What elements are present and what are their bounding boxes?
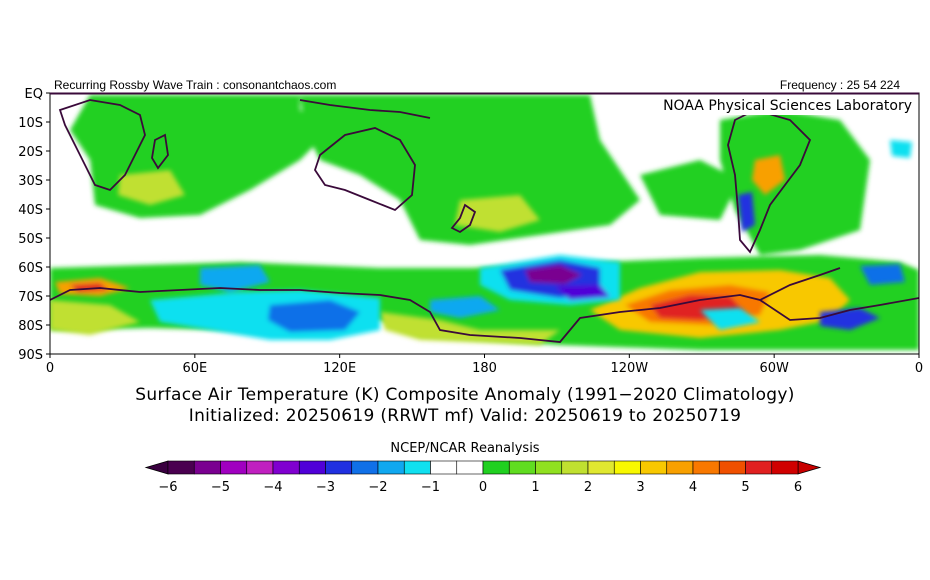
colorbar-swatch (220, 460, 248, 475)
colorbar-tick-label: 5 (741, 480, 749, 495)
colorbar-swatch (718, 460, 746, 475)
colorbar-swatch (325, 460, 353, 475)
anomaly-region-argentina-warm (752, 155, 785, 195)
colorbar-tick-label: 2 (584, 480, 592, 495)
colorbar-swatch (692, 460, 720, 475)
lon-label: 0 (915, 361, 923, 376)
header-source-text: Recurring Rossby Wave Train : consonantc… (54, 78, 337, 92)
coastline-africa (58, 99, 146, 192)
anomaly-region-wilkes-cold (200, 265, 270, 292)
anomaly-region-pacific-cold-south (555, 285, 610, 300)
anomaly-region-indian-ocean-south (118, 170, 185, 205)
colorbar-swatch (246, 460, 274, 475)
colorbar-caption: NCEP/NCAR Reanalysis (390, 441, 540, 456)
lat-label: 90S (18, 348, 43, 363)
colorbar-ticks: −6 −5 −4 −3 −2 −1 0 1 2 3 4 5 6 (158, 480, 802, 495)
anomaly-region-drake-cold (700, 308, 760, 330)
colorbar-tick-label: 0 (479, 480, 487, 495)
colorbar-tick-label: −1 (421, 480, 440, 495)
colorbar-over-arrow (797, 460, 822, 475)
lon-label: 120W (610, 361, 648, 376)
colorbar-swatch (508, 460, 536, 475)
coastline-south-america (727, 109, 812, 254)
colorbar-tick-label: 6 (794, 480, 802, 495)
lat-label: 70S (18, 290, 43, 305)
lat-label: 20S (18, 145, 43, 160)
map-title-line1: Surface Air Temperature (K) Composite An… (135, 385, 795, 405)
anomaly-region-atlantic-south (50, 300, 140, 335)
coastline-layer (50, 99, 919, 343)
lon-label: 180 (472, 361, 497, 376)
map-title-line2: Initialized: 20250619 (RRWT mf) Valid: 2… (188, 406, 742, 426)
colorbar-swatch (351, 460, 379, 475)
colorbar-tick-label: −4 (263, 480, 282, 495)
colorbar-swatch (482, 460, 510, 475)
anomaly-region-east-antarctica-cold-mid (268, 300, 360, 332)
anomaly-region-ross-ice-cold (430, 296, 500, 318)
colorbar-tick-label: 4 (689, 480, 697, 495)
anomaly-region-patagonia-cold (738, 192, 755, 232)
lat-label: 50S (18, 232, 43, 247)
colorbar-swatch (193, 460, 221, 475)
colorbar-tick-label: −2 (368, 480, 387, 495)
colorbar-swatch (666, 460, 694, 475)
anomaly-region-pacific-east (640, 160, 740, 220)
colorbar-swatch (561, 460, 589, 475)
anomaly-region-pacific-cold-core (525, 265, 582, 284)
lat-label: 40S (18, 203, 43, 218)
credit-text: NOAA Physical Sciences Laboratory (663, 98, 912, 114)
colorbar-tick-label: 3 (636, 480, 644, 495)
anomaly-map: NOAA Physical Sciences Laboratory EQ 10S 2… (18, 87, 923, 376)
colorbar-swatch (535, 460, 563, 475)
anomaly-region-andes-cold (890, 140, 912, 158)
lon-label: 120E (323, 361, 356, 376)
colorbar-under-arrow (144, 460, 169, 475)
colorbar-swatches (144, 460, 822, 475)
header-frequency-text: Frequency : 25 54 224 (779, 78, 900, 92)
colorbar-swatch (745, 460, 773, 475)
colorbar-swatch (272, 460, 300, 475)
colorbar-swatch (771, 460, 799, 475)
colorbar-tick-label: −5 (211, 480, 230, 495)
coastline-indonesia (299, 99, 431, 119)
lat-label: 60S (18, 261, 43, 276)
coastline-antarctica (50, 287, 919, 343)
lon-label: 60E (182, 361, 207, 376)
colorbar-swatch (377, 460, 405, 475)
latitude-axis: EQ 10S 20S 30S 40S 50S 60S 70S 80S 90S (18, 87, 50, 363)
colorbar-swatch (613, 460, 641, 475)
colorbar-swatch (167, 460, 195, 475)
colorbar-tick-label: −6 (158, 480, 177, 495)
longitude-axis: 0 60E 120E 180 120W 60W 0 (46, 354, 923, 376)
lat-label: 30S (18, 174, 43, 189)
anomaly-fill-layer (50, 95, 919, 350)
lon-label: 0 (46, 361, 54, 376)
coastline-madagascar (151, 133, 169, 170)
lon-label: 60W (759, 361, 789, 376)
coastline-new-zealand (450, 203, 477, 234)
lat-label: 80S (18, 319, 43, 334)
lat-label: EQ (25, 87, 43, 102)
coastline-antarctic-peninsula (759, 267, 841, 301)
anomaly-region-ross-sea (380, 312, 560, 345)
lat-label: 10S (18, 116, 43, 131)
colorbar-tick-label: 1 (531, 480, 539, 495)
colorbar-swatch (640, 460, 668, 475)
coastline-australia (314, 127, 416, 212)
colorbar-swatch (456, 460, 484, 475)
colorbar-swatch (430, 460, 458, 475)
colorbar-swatch (298, 460, 326, 475)
colorbar-swatch (587, 460, 615, 475)
credit-box (620, 95, 917, 115)
anomaly-region-tasman (455, 195, 540, 232)
anomaly-region-south-atlantic-cold (860, 264, 905, 285)
colorbar-tick-label: −3 (316, 480, 335, 495)
anomaly-region-south-america (720, 110, 870, 255)
colorbar-swatch (403, 460, 431, 475)
